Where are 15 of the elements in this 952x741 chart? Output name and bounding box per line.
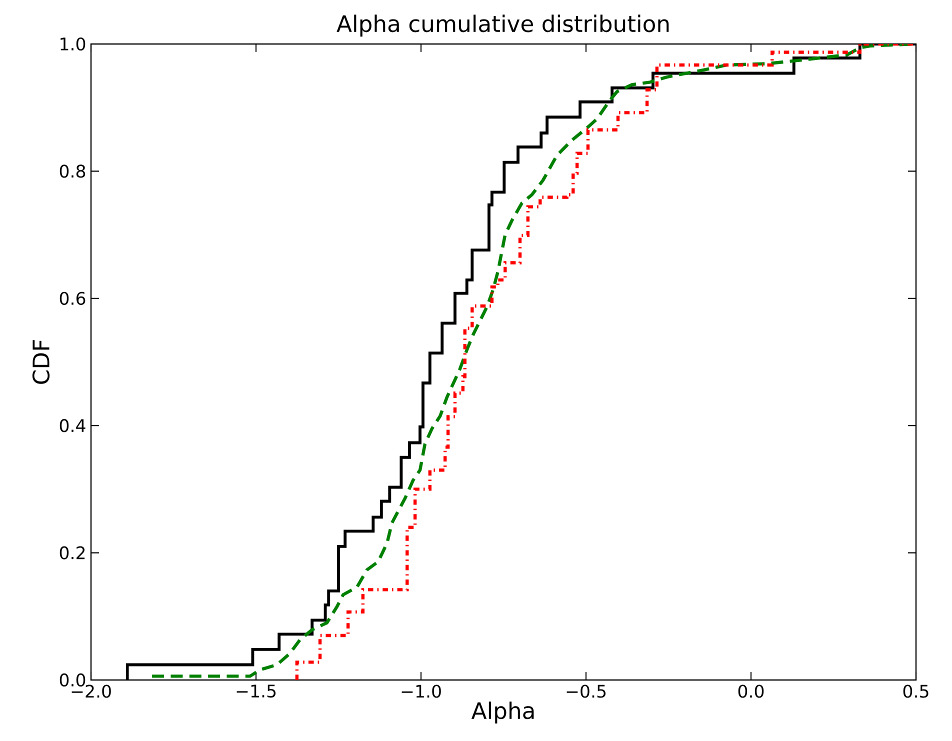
- x-axis-title: Alpha: [471, 702, 534, 724]
- y-tick-label: 0.0: [60, 673, 86, 687]
- y-tick-label: 0.2: [60, 546, 85, 560]
- x-tick-label: −2.0: [72, 684, 111, 698]
- x-tick-label: 0.0: [738, 684, 764, 698]
- y-tick-label: 0.8: [60, 164, 86, 178]
- chart-title: Alpha cumulative distribution: [336, 14, 669, 37]
- x-tick-label: −1.0: [402, 684, 441, 698]
- y-tick-label: 1.0: [60, 37, 86, 51]
- y-axis-title: CDF: [32, 340, 50, 384]
- x-tick-label: −0.5: [566, 684, 606, 698]
- y-tick-label: 0.4: [60, 419, 86, 432]
- x-tick-label: −1.5: [236, 684, 276, 698]
- x-tick-label: 0.5: [903, 684, 928, 698]
- y-tick-label: 0.6: [60, 292, 86, 305]
